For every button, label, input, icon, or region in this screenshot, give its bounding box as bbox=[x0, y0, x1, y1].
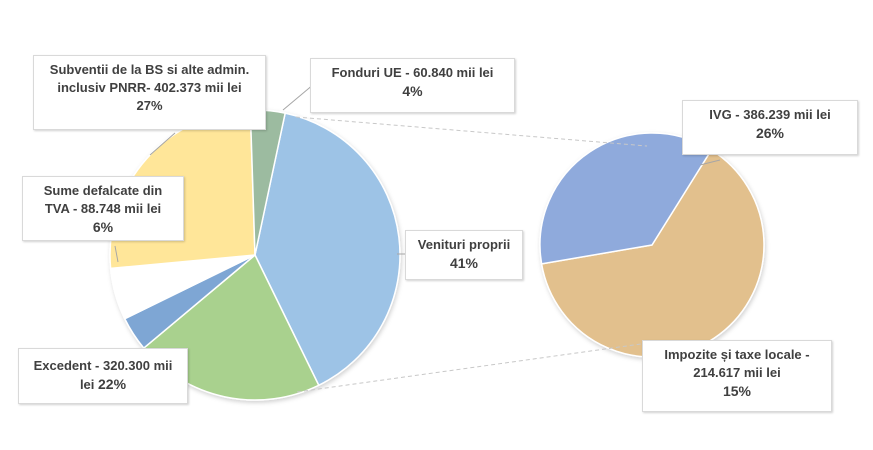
label-impozite-taxe: Impozite și taxe locale - 214.617 mii le… bbox=[642, 340, 832, 412]
label-impozite-line2: 214.617 mii lei bbox=[693, 365, 781, 380]
label-venituri-proprii: Venituri proprii 41% bbox=[405, 230, 523, 280]
label-excedent-line2: lei 22% bbox=[27, 375, 179, 394]
leader-line-ivg bbox=[699, 159, 721, 166]
label-excedent-line2-prefix: lei bbox=[79, 377, 99, 392]
label-ivg-line1: IVG - 386.239 mii lei bbox=[709, 107, 831, 122]
label-fonduri-ue: Fonduri UE - 60.840 mii lei 4% bbox=[310, 58, 515, 113]
label-subventii: Subventii de la BS si alte admin. inclus… bbox=[33, 55, 266, 130]
label-impozite-pct: 15% bbox=[722, 383, 752, 399]
secondary-pie-slice-0 bbox=[540, 148, 765, 358]
leader-line-sume bbox=[114, 245, 119, 263]
label-ivg-pct: 26% bbox=[755, 125, 785, 141]
connector-line-bottom bbox=[296, 342, 649, 393]
label-excedent-pct: 22% bbox=[98, 376, 127, 392]
label-subventii-line2: inclusiv PNRR- 402.373 mii lei bbox=[57, 80, 242, 95]
label-sume-line2: TVA - 88.748 mii lei bbox=[44, 201, 162, 216]
label-subventii-pct: 27% bbox=[136, 98, 163, 113]
label-subventii-line1: Subventii de la BS si alte admin. bbox=[49, 62, 250, 77]
label-fonduri-pct: 4% bbox=[402, 83, 423, 99]
label-fonduri-line1: Fonduri UE - 60.840 mii lei bbox=[331, 65, 494, 80]
label-ivg: IVG - 386.239 mii lei 26% bbox=[682, 100, 858, 155]
label-venituri-pct: 41% bbox=[449, 255, 479, 271]
label-sume-line1: Sume defalcate din bbox=[43, 183, 163, 198]
label-sume-defalcate: Sume defalcate din TVA - 88.748 mii lei … bbox=[22, 176, 184, 241]
label-excedent-line1: Excedent - 320.300 mii bbox=[33, 358, 173, 373]
label-excedent: Excedent - 320.300 mii lei 22% bbox=[18, 348, 188, 404]
secondary-pie bbox=[539, 132, 765, 358]
label-impozite-line1: Impozite și taxe locale - bbox=[664, 347, 810, 362]
label-sume-pct: 6% bbox=[92, 219, 114, 235]
connector-line-top bbox=[295, 116, 648, 147]
leader-line-subventii bbox=[149, 132, 176, 156]
label-venituri-line1: Venituri proprii bbox=[417, 237, 511, 252]
leader-line-fonduri bbox=[282, 83, 315, 111]
main-pie-slice-0 bbox=[254, 112, 401, 387]
